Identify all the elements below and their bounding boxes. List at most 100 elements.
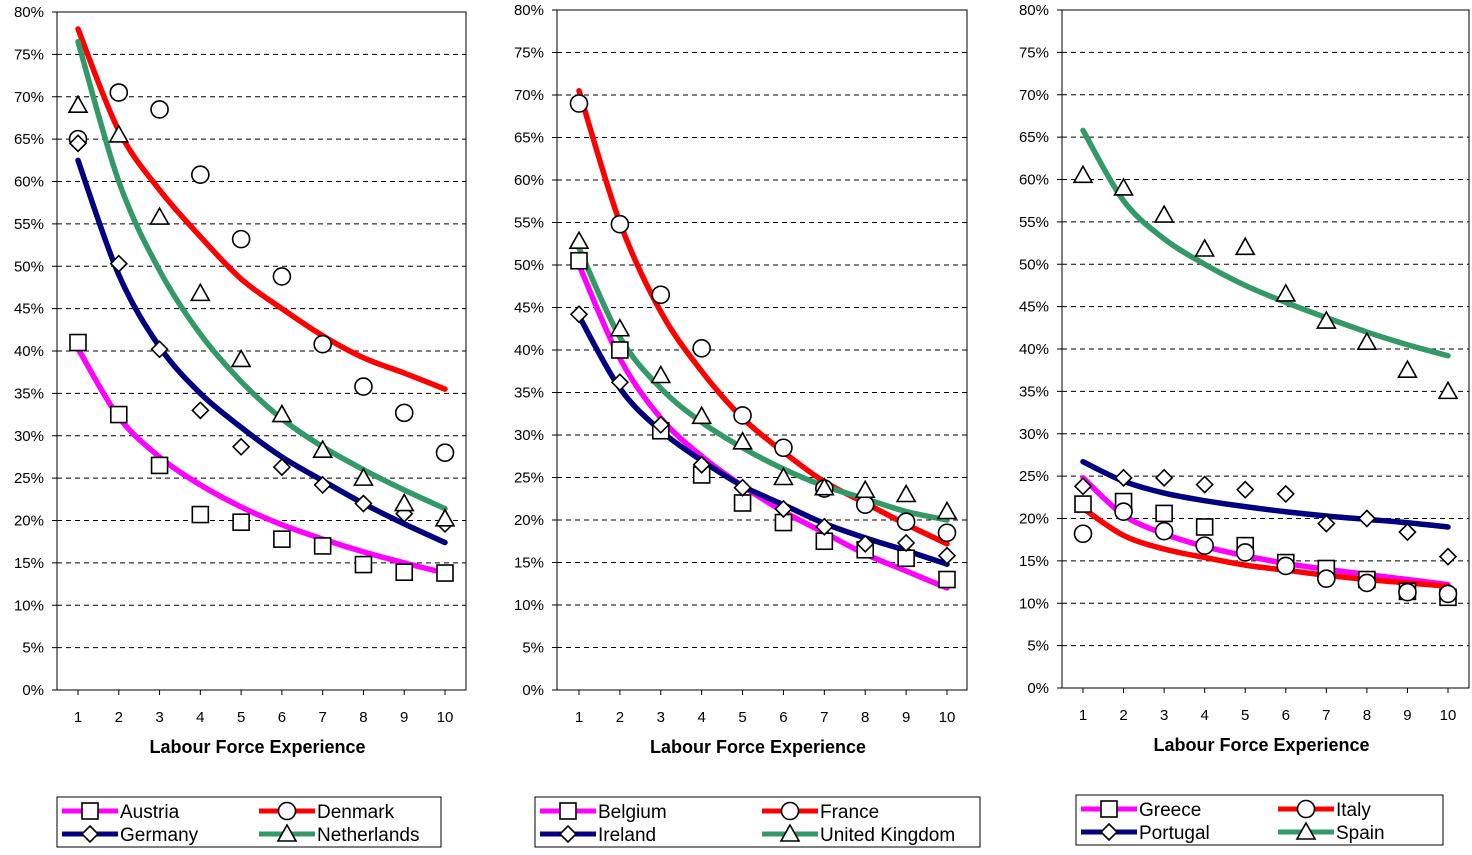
point-spain xyxy=(1194,238,1216,257)
y-tick-label: 35% xyxy=(514,385,544,402)
y-tick-label: 5% xyxy=(22,640,44,657)
y-tick-label: 25% xyxy=(1019,468,1049,485)
point-denmark xyxy=(354,377,373,396)
point-netherlands xyxy=(230,348,252,368)
x-tick-label: 9 xyxy=(902,709,910,726)
x-tick-label: 6 xyxy=(1282,707,1290,724)
point-denmark xyxy=(231,229,251,249)
legend-label: Portugal xyxy=(1139,823,1210,844)
point-netherlands xyxy=(149,206,170,225)
point-ireland xyxy=(815,517,834,536)
point-ireland xyxy=(569,305,589,324)
point-united-kingdom xyxy=(691,405,713,425)
point-spain xyxy=(1113,177,1134,196)
point-ireland xyxy=(774,499,793,519)
y-tick-label: 75% xyxy=(514,45,544,62)
y-tick-label: 50% xyxy=(514,257,544,274)
chart-panel-3: 0% 5% 10% 15% 20% 25% 30% 35% 40% 45% 50% 55% 60% 65%… xyxy=(1019,2,1470,846)
y-tick-label: 10% xyxy=(514,597,544,614)
y-tick-label: 5% xyxy=(1027,638,1049,655)
fit-line-portugal xyxy=(1080,458,1451,530)
x-tick-label: 4 xyxy=(697,709,705,726)
legend-label: Greece xyxy=(1139,800,1201,821)
y-tick-label: 80% xyxy=(1019,2,1049,19)
y-tick-label: 50% xyxy=(14,258,44,275)
point-spain xyxy=(1315,310,1337,329)
legend-marker xyxy=(1099,822,1119,842)
point-italy xyxy=(1357,573,1377,593)
legend-marker xyxy=(779,823,801,842)
point-france xyxy=(569,94,589,113)
y-tick-label: 20% xyxy=(514,512,544,529)
x-tick-label: 1 xyxy=(575,709,583,726)
x-tick-label: 2 xyxy=(1119,707,1127,724)
legend-marker xyxy=(1296,799,1316,819)
point-netherlands xyxy=(67,94,89,114)
legend-label: Belgium xyxy=(598,802,667,823)
point-spain xyxy=(1234,236,1256,256)
fit-line-netherlands xyxy=(75,38,448,512)
legend-label: Italy xyxy=(1336,800,1371,821)
legend-label: United Kingdom xyxy=(820,825,955,846)
point-netherlands xyxy=(353,467,374,486)
point-united-kingdom xyxy=(854,479,876,499)
y-tick-label: 15% xyxy=(1019,553,1049,570)
point-denmark xyxy=(313,334,332,354)
point-austria xyxy=(191,505,210,524)
y-tick-label: 30% xyxy=(14,428,44,445)
legend-label: Ireland xyxy=(598,825,656,846)
point-italy xyxy=(1195,536,1214,555)
legend-marker xyxy=(1295,821,1317,840)
x-tick-label: 1 xyxy=(74,709,82,726)
legend-label: Germany xyxy=(120,825,199,846)
y-tick-label: 65% xyxy=(1019,129,1049,146)
point-italy xyxy=(1114,502,1133,522)
x-tick-label: 5 xyxy=(237,709,245,726)
point-france xyxy=(610,214,630,234)
legend-label: France xyxy=(820,802,879,823)
y-tick-label: 40% xyxy=(514,342,544,359)
point-spain xyxy=(1356,331,1378,351)
y-tick-label: 45% xyxy=(1019,299,1049,316)
point-germany xyxy=(313,475,332,495)
point-france xyxy=(733,406,752,425)
point-italy xyxy=(1235,543,1255,562)
point-netherlands xyxy=(108,124,130,143)
point-germany xyxy=(109,254,128,273)
point-germany xyxy=(150,340,169,359)
point-denmark xyxy=(394,403,414,423)
point-belgium xyxy=(570,251,588,270)
point-france xyxy=(855,495,875,515)
point-united-kingdom xyxy=(568,230,590,249)
y-tick-label: 40% xyxy=(14,343,44,360)
y-tick-label: 75% xyxy=(1019,44,1049,61)
y-tick-label: 50% xyxy=(1019,256,1049,273)
y-tick-label: 25% xyxy=(514,470,544,487)
fit-line-spain xyxy=(1080,127,1451,359)
legend-marker xyxy=(276,823,298,842)
point-united-kingdom xyxy=(732,431,753,450)
x-tick-label: 2 xyxy=(616,709,624,726)
legend-marker xyxy=(780,801,800,821)
point-germany xyxy=(354,494,373,513)
point-germany xyxy=(231,437,251,456)
point-belgium xyxy=(733,494,752,512)
point-ireland xyxy=(692,455,711,474)
point-spain xyxy=(1437,380,1459,400)
y-tick-label: 30% xyxy=(1019,426,1049,443)
y-tick-label: 45% xyxy=(514,300,544,317)
x-tick-label: 2 xyxy=(115,709,123,726)
point-denmark xyxy=(272,267,292,286)
point-united-kingdom xyxy=(895,483,917,503)
point-ireland xyxy=(896,533,916,553)
point-portugal xyxy=(1236,480,1255,499)
point-austria xyxy=(436,564,454,582)
point-denmark xyxy=(109,83,129,102)
point-united-kingdom xyxy=(609,318,631,337)
point-germany xyxy=(68,134,88,153)
x-tick-label: 3 xyxy=(657,709,665,726)
point-spain xyxy=(1397,359,1418,378)
y-tick-label: 15% xyxy=(14,555,44,572)
x-tick-label: 9 xyxy=(1403,707,1411,724)
